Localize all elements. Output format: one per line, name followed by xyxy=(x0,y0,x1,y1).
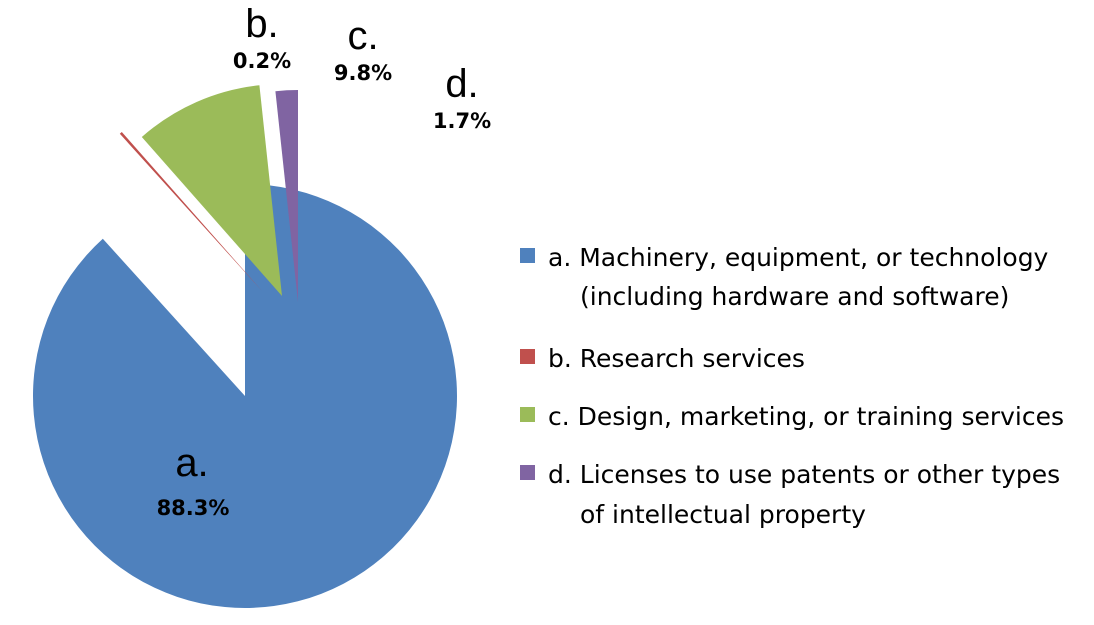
legend-label: (including hardware and software) xyxy=(580,282,1009,311)
pie-slice-d xyxy=(275,90,298,302)
pie-slice-c xyxy=(141,85,282,297)
legend-label: a. Machinery, equipment, or technology xyxy=(548,243,1049,272)
legend-label: of intellectual property xyxy=(580,500,866,529)
slice-value-label: 0.2% xyxy=(233,49,291,73)
pie-slice-a xyxy=(33,184,458,608)
legend-swatch xyxy=(520,407,535,422)
legend-label: b. Research services xyxy=(548,344,805,373)
legend-swatch xyxy=(520,248,535,263)
slice-letter-label: d. xyxy=(445,62,478,106)
pie-slice-b xyxy=(119,131,262,291)
legend-label: d. Licenses to use patents or other type… xyxy=(548,460,1060,489)
slice-letter-label: c. xyxy=(347,14,378,58)
legend-swatch xyxy=(520,349,535,364)
legend: a. Machinery, equipment, or technology (i… xyxy=(520,243,1064,529)
legend-label: c. Design, marketing, or training servic… xyxy=(548,402,1064,431)
slice-value-label: 88.3% xyxy=(157,496,230,520)
slice-labels: a. 88.3% b. 0.2% c. 9.8% d. 1.7% xyxy=(157,2,492,520)
pie-slices xyxy=(33,85,458,608)
slice-letter-label: b. xyxy=(245,2,278,46)
slice-letter-label: a. xyxy=(175,441,208,485)
legend-swatch xyxy=(520,465,535,480)
slice-value-label: 9.8% xyxy=(334,61,392,85)
slice-value-label: 1.7% xyxy=(433,109,491,133)
